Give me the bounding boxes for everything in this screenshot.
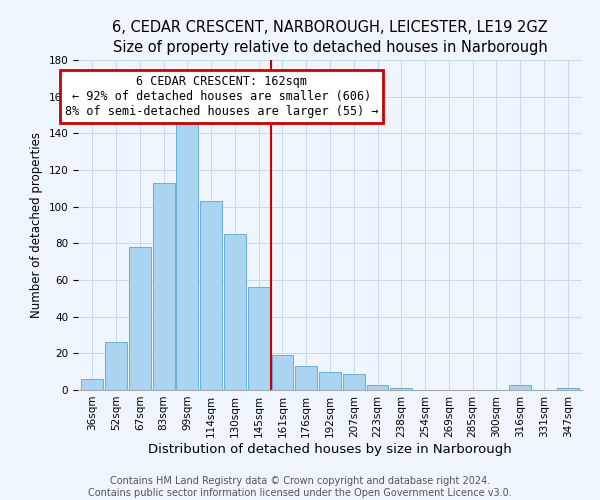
- Bar: [176, 124, 198, 390]
- Text: Contains HM Land Registry data © Crown copyright and database right 2024.
Contai: Contains HM Land Registry data © Crown c…: [88, 476, 512, 498]
- Bar: [129, 247, 151, 390]
- Bar: [105, 342, 127, 390]
- Bar: [200, 201, 222, 390]
- Bar: [152, 183, 175, 390]
- Bar: [272, 355, 293, 390]
- Title: 6, CEDAR CRESCENT, NARBOROUGH, LEICESTER, LE19 2GZ
Size of property relative to : 6, CEDAR CRESCENT, NARBOROUGH, LEICESTER…: [112, 20, 548, 54]
- Text: 6 CEDAR CRESCENT: 162sqm
← 92% of detached houses are smaller (606)
8% of semi-d: 6 CEDAR CRESCENT: 162sqm ← 92% of detach…: [65, 75, 379, 118]
- Bar: [391, 388, 412, 390]
- X-axis label: Distribution of detached houses by size in Narborough: Distribution of detached houses by size …: [148, 442, 512, 456]
- Bar: [295, 366, 317, 390]
- Bar: [509, 384, 531, 390]
- Y-axis label: Number of detached properties: Number of detached properties: [30, 132, 43, 318]
- Bar: [224, 234, 246, 390]
- Bar: [319, 372, 341, 390]
- Bar: [248, 288, 269, 390]
- Bar: [557, 388, 578, 390]
- Bar: [82, 379, 103, 390]
- Bar: [367, 384, 388, 390]
- Bar: [343, 374, 365, 390]
